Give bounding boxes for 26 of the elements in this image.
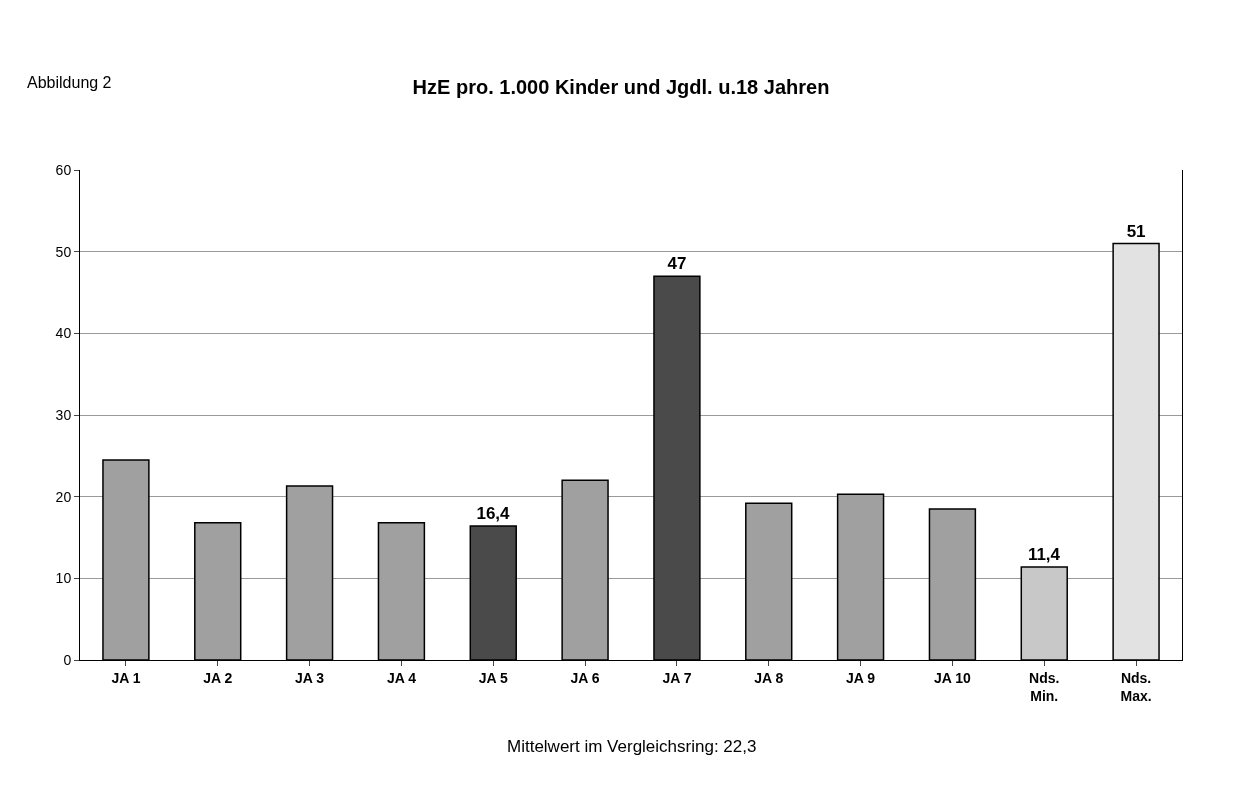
x-tick-label: JA 4 — [386, 669, 417, 686]
x-tick-label: JA 9 — [846, 669, 876, 686]
x-tick-label: JA 6 — [570, 669, 600, 686]
x-tick-label: JA 1 — [111, 669, 141, 686]
data-label: 11,4 — [1027, 544, 1061, 564]
x-tick-label: JA 3 — [295, 669, 325, 686]
y-tick-label: 60 — [55, 161, 72, 178]
x-tick-label: JA 8 — [754, 669, 784, 686]
x-tick-label: Nds. Min. — [1029, 669, 1060, 704]
x-tick-label: JA 10 — [934, 669, 972, 686]
y-tick-label: 50 — [55, 243, 72, 260]
y-tick-label: 20 — [55, 488, 72, 505]
data-label: 16,4 — [476, 504, 511, 524]
x-tick-label: JA 2 — [203, 669, 233, 686]
text: Abbildung 2 — [27, 74, 112, 91]
y-tick-label: 0 — [63, 651, 72, 668]
x-tick-label: JA 7 — [662, 669, 692, 686]
y-tick-label: 30 — [55, 406, 72, 423]
x-tick-label: JA 5 — [478, 669, 508, 686]
text: Mittelwert im Vergleichsring: 22,3 — [507, 737, 757, 756]
chart-title: HzE pro. 1.000 Kinder und Jgdl. u.18 Jahren — [412, 76, 830, 98]
x-tick-label: Nds. Max. — [1120, 669, 1152, 704]
data-label: 51 — [1126, 221, 1146, 241]
y-tick-label: 40 — [55, 325, 72, 342]
data-label: 47 — [667, 254, 687, 274]
y-tick-label: 10 — [55, 570, 72, 587]
